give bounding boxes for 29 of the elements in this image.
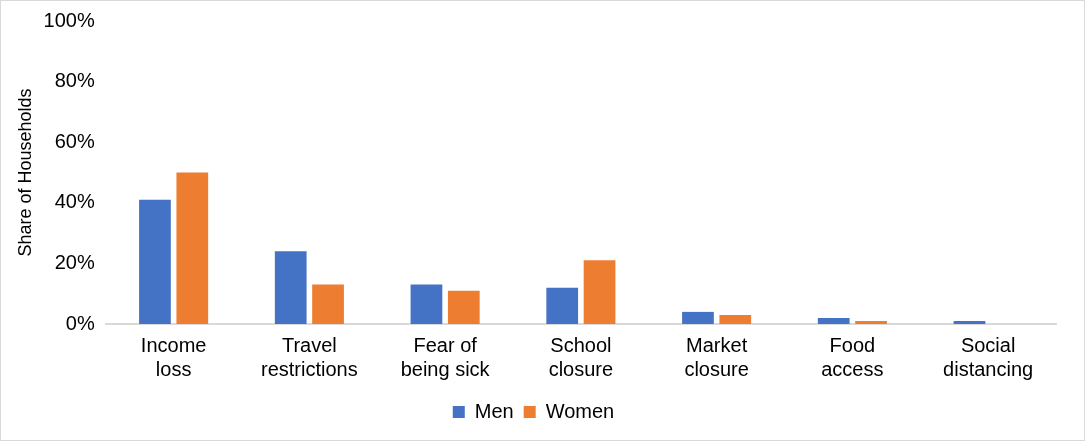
x-tick-label: School closure — [548, 333, 614, 380]
bar — [312, 284, 344, 324]
legend-label: Men — [474, 399, 514, 422]
bar — [546, 287, 579, 324]
bar — [583, 260, 616, 324]
bar — [139, 199, 171, 324]
x-tick-label: Fear of being sick — [400, 333, 491, 380]
x-tick-label: Food access — [821, 333, 884, 380]
x-tick-label: Market closure — [684, 333, 749, 380]
bar — [447, 290, 480, 324]
bar — [817, 317, 850, 324]
bar — [274, 251, 307, 324]
y-tick-label: 80% — [54, 69, 95, 92]
y-tick-label: 40% — [54, 190, 95, 213]
legend-label: Women — [545, 399, 615, 422]
x-tick-label: Travel restrictions — [261, 333, 358, 380]
y-tick-label: 20% — [54, 250, 95, 273]
y-tick-label: 60% — [54, 129, 95, 152]
y-tick-label: 0% — [65, 311, 95, 334]
bar — [682, 311, 714, 324]
y-tick-label: 100% — [43, 8, 95, 31]
bar — [719, 314, 752, 324]
bar — [410, 284, 443, 324]
x-tick-label: Social distancing — [943, 333, 1034, 380]
bar — [176, 172, 209, 324]
bar — [855, 320, 887, 324]
y-axis-title: Share of Households — [14, 88, 35, 257]
x-tick-label: Income loss — [140, 333, 207, 380]
bar — [953, 320, 986, 324]
